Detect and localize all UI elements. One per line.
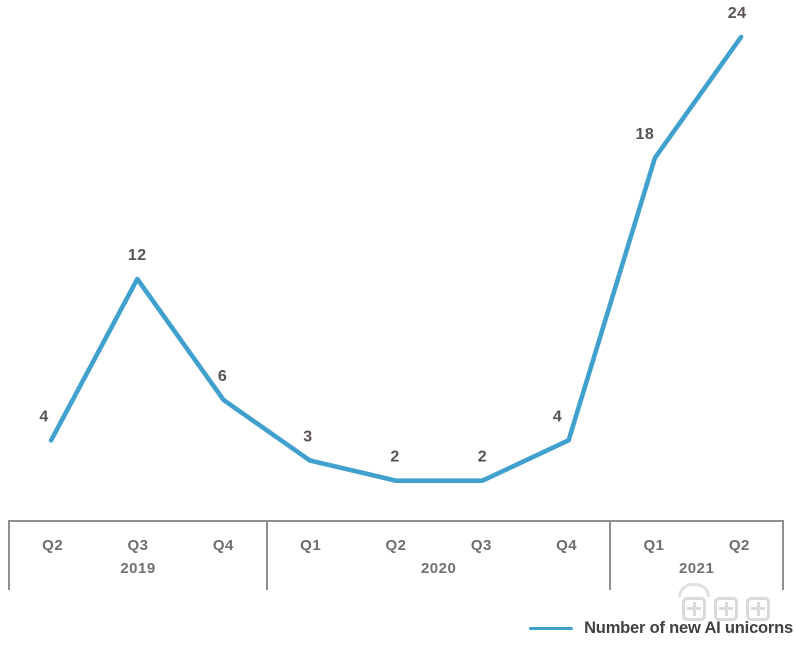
x-tick-label: Q1 (643, 536, 665, 554)
x-axis-table: Q2 Q3 Q4 2019 Q1 Q2 Q3 Q4 2020 Q1 Q2 2021 (8, 520, 784, 590)
x-tick-label: Q2 (385, 536, 407, 554)
legend-series-label: Number of new AI unicorns (584, 618, 793, 637)
x-tick-label: Q2 (42, 536, 64, 554)
x-tick-label: Q2 (728, 536, 750, 554)
data-point-label: 4 (39, 408, 48, 425)
watermark-glyph-icon (746, 597, 770, 621)
watermark-glyph-icon (714, 597, 738, 621)
legend: Number of new AI unicorns (529, 618, 793, 638)
axis-year-section-2020: Q1 Q2 Q3 Q4 2020 (268, 522, 612, 590)
quarter-tick-row: Q1 Q2 Q3 Q4 (268, 522, 609, 560)
data-point-label: 4 (553, 408, 562, 425)
watermark-arc-icon (678, 583, 710, 597)
axis-year-section-2019: Q2 Q3 Q4 2019 (10, 522, 268, 590)
data-point-label: 18 (636, 126, 655, 143)
legend-line-swatch (529, 626, 574, 630)
axis-year-section-2021: Q1 Q2 2021 (611, 522, 782, 590)
x-tick-label: Q1 (300, 536, 322, 554)
quarter-tick-row: Q1 Q2 (611, 522, 782, 560)
watermark-glyph-icon (682, 597, 706, 621)
data-point-label: 3 (303, 429, 312, 446)
quarter-tick-row: Q2 Q3 Q4 (10, 522, 266, 560)
watermark-logo (678, 583, 794, 626)
x-tick-label: Q3 (470, 536, 492, 554)
x-tick-label: Q3 (127, 536, 149, 554)
data-point-label: 6 (218, 368, 227, 385)
year-label: 2020 (420, 560, 457, 577)
year-label: 2021 (678, 560, 715, 577)
data-point-label: 2 (478, 449, 487, 466)
x-tick-label: Q4 (212, 536, 234, 554)
x-tick-label: Q4 (556, 536, 578, 554)
unicorns-line-series (48, 34, 744, 484)
year-label: 2019 (120, 560, 156, 577)
data-point-label: 12 (128, 247, 147, 264)
data-point-label: 24 (728, 5, 747, 22)
data-point-label: 2 (390, 449, 399, 466)
